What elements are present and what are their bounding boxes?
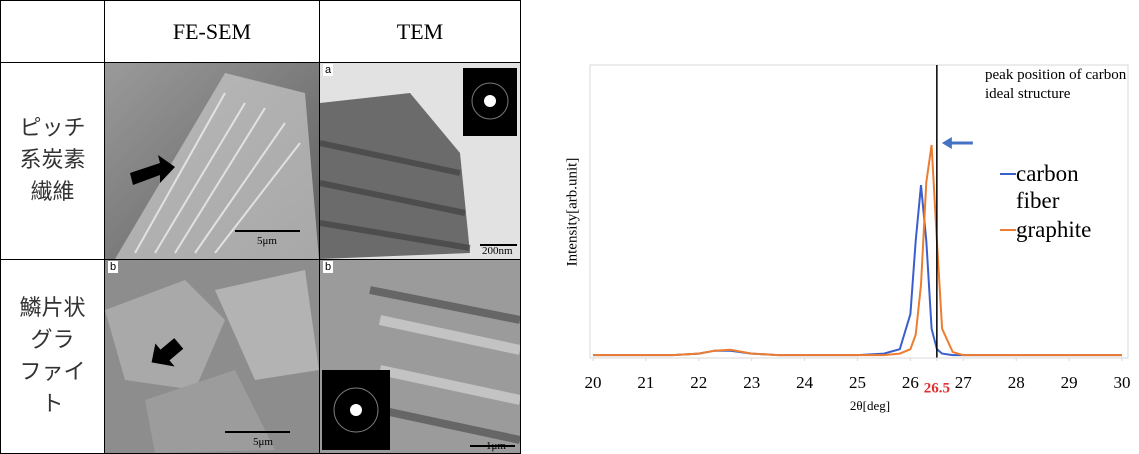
x-tick-label: 24: [796, 373, 814, 392]
x-tick-label: 28: [1008, 373, 1025, 392]
x-tick-label: 26.5: [924, 380, 950, 396]
tem-image: a 200nm: [320, 63, 521, 260]
micrograph: [105, 63, 319, 259]
column-header: FE-SEM: [105, 1, 320, 63]
sem-image: b 5μm: [105, 260, 320, 454]
micrograph: [320, 63, 520, 259]
scale-bar-label: 200nm: [482, 245, 513, 257]
row-label-line: 繊維: [1, 177, 104, 209]
page: {"table": {"header": ["FE-SEM", "TEM"], …: [0, 0, 1139, 452]
scale-bar-label: 1μm: [486, 440, 506, 452]
legend-entry: graphite: [1000, 216, 1116, 243]
legend-swatch: [1000, 229, 1016, 231]
row-label-line: 鱗片状: [1, 293, 104, 325]
row-label-line: グラ: [1, 325, 104, 357]
scale-bar-label: 5μm: [257, 235, 277, 247]
row-label: ピッチ系炭素繊維: [1, 63, 105, 260]
corner-cell: [1, 1, 105, 63]
row-label-line: ファイ: [1, 357, 104, 389]
x-tick-label: 29: [1061, 373, 1078, 392]
micrograph: [105, 260, 319, 453]
panel-tag: b: [323, 261, 333, 273]
row-label: 鱗片状グラファイト: [1, 260, 105, 454]
panel-tag: b: [108, 261, 118, 273]
y-axis-label: Intensity[arb.unit]: [564, 158, 580, 267]
x-tick-label: 23: [743, 373, 760, 392]
x-tick-label: 22: [690, 373, 707, 392]
panel-tag: a: [323, 64, 333, 76]
legend-label: carbon fiber: [1016, 160, 1116, 214]
micrograph-table: FE-SEM TEM ピッチ系炭素繊維 5μm: [0, 0, 521, 454]
annotation: peak position of carbon ideal structure: [985, 66, 1135, 104]
scale-bar-label: 5μm: [253, 436, 273, 448]
x-tick-label: 26: [902, 373, 919, 392]
x-tick-label: 30: [1114, 373, 1131, 392]
micrograph: [320, 260, 520, 453]
tem-image: b 1μm: [320, 260, 521, 454]
x-tick-label: 21: [637, 373, 654, 392]
row-label-line: 系炭素: [1, 145, 104, 177]
row-label-line: ピッチ: [1, 113, 104, 145]
x-tick-label: 27: [955, 373, 973, 392]
legend-label: graphite: [1016, 216, 1116, 243]
arrowhead: [942, 137, 952, 149]
sem-image: 5μm: [105, 63, 320, 260]
x-tick-label: 20: [585, 373, 602, 392]
legend-entry: carbon fiber: [1000, 160, 1116, 214]
row-label-line: ト: [1, 389, 104, 421]
x-tick-label: 25: [849, 373, 866, 392]
column-header: TEM: [320, 1, 521, 63]
x-axis-label: 2θ[deg]: [850, 398, 890, 413]
legend-swatch: [1000, 173, 1016, 175]
